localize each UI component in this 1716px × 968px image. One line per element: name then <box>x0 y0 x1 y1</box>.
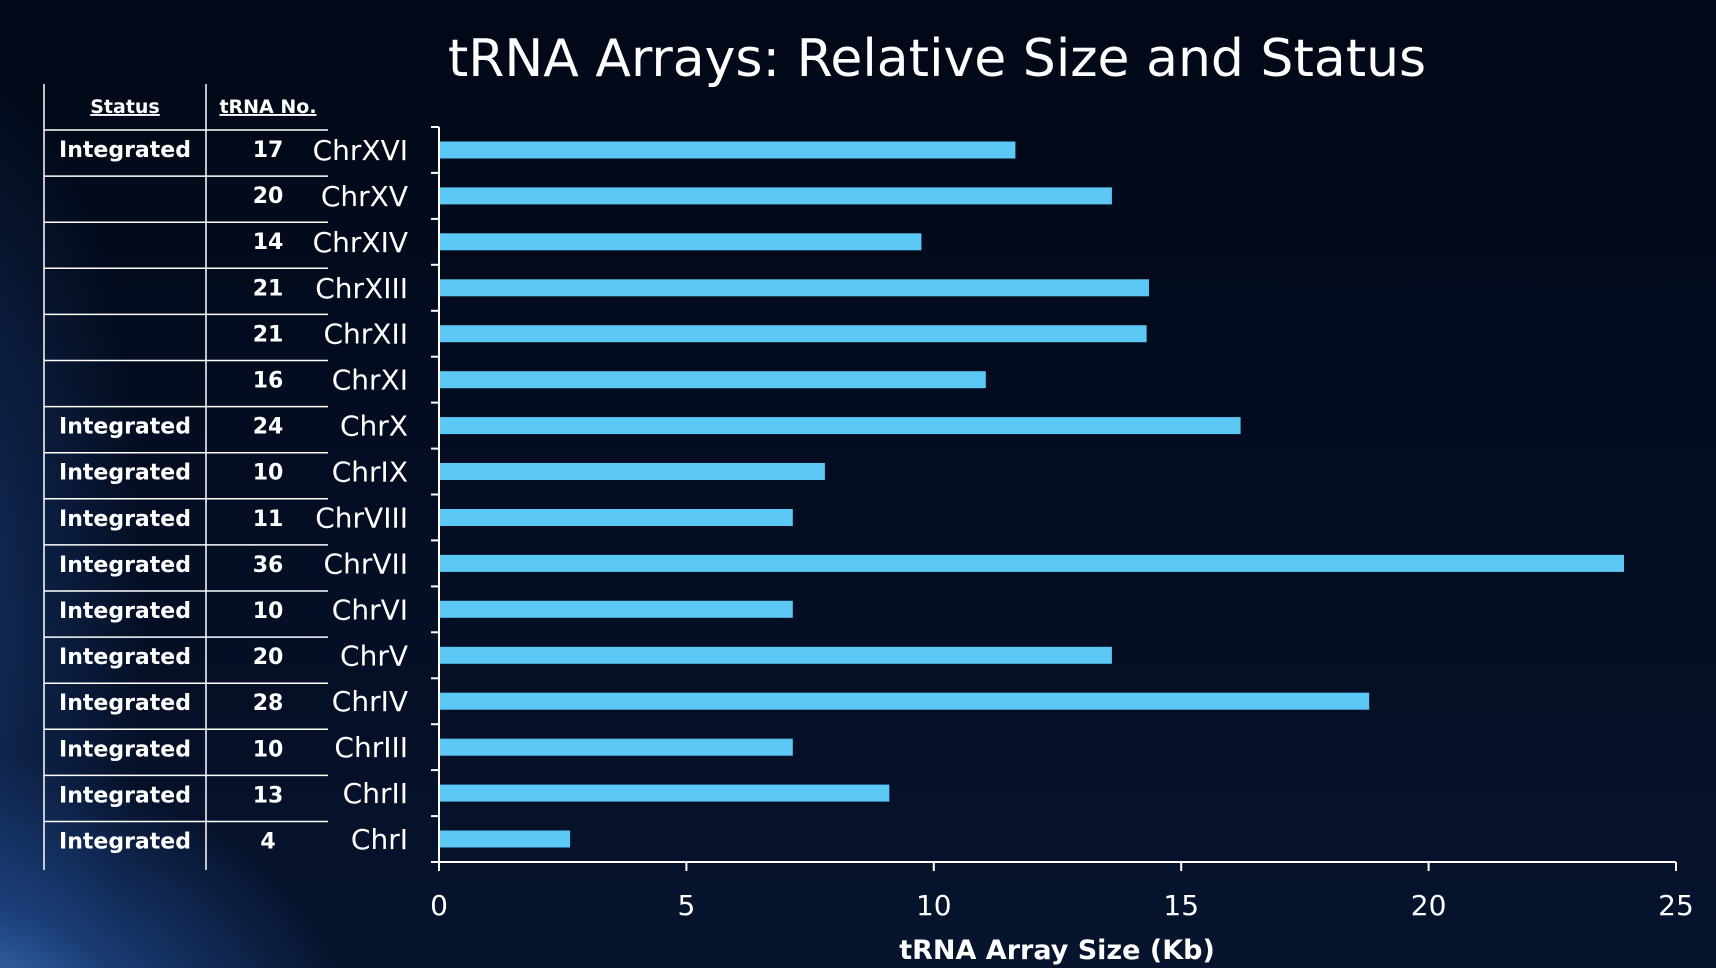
bar-chrx <box>439 417 1241 435</box>
axes: ChrXVI ChrXV ChrXIV ChrXIII ChrXII ChrXI ChrX C… <box>313 126 1694 922</box>
y-tick-label: ChrXVI <box>313 134 408 167</box>
y-tick-label: ChrIII <box>334 731 408 764</box>
x-tick-label: 5 <box>677 889 695 922</box>
x-tick-label: 15 <box>1163 889 1199 922</box>
trna-no-cell: 20 <box>253 184 284 209</box>
bar-chrv <box>439 646 1112 664</box>
bar-chrix <box>439 463 825 480</box>
x-tick-label: 20 <box>1411 889 1447 922</box>
y-tick-label: ChrVI <box>332 593 408 626</box>
status-cell: Integrated <box>59 737 191 762</box>
status-cell: Integrated <box>59 783 191 808</box>
bar-chrxi <box>439 371 986 389</box>
y-tick-label: ChrIV <box>332 685 408 718</box>
status-cell: Integrated <box>59 461 191 486</box>
bar-chrxiii <box>439 279 1149 297</box>
trna-no-cell: 36 <box>253 553 284 578</box>
trna-no-cell: 10 <box>253 461 284 486</box>
y-tick-label: ChrXII <box>323 318 408 351</box>
bar-chri <box>439 830 571 848</box>
trna-no-cell: 21 <box>253 276 284 301</box>
x-tick-label: 0 <box>430 889 448 922</box>
table-header-status: Status <box>90 96 160 118</box>
trna-no-cell: 21 <box>253 322 284 347</box>
y-tick-label: ChrXI <box>332 364 408 397</box>
bar-chriii <box>439 738 793 756</box>
y-tick-label: ChrV <box>340 639 408 672</box>
x-tick-label: 25 <box>1658 889 1694 922</box>
bar-chrxvi <box>439 141 1016 159</box>
status-cell: Integrated <box>59 830 191 855</box>
y-tick-label: ChrXIII <box>315 272 408 305</box>
trna-no-cell: 11 <box>253 507 284 532</box>
bar-chrxv <box>439 187 1112 205</box>
trna-no-cell: 20 <box>253 645 284 670</box>
x-tick-label: 10 <box>916 889 952 922</box>
x-axis-label: tRNA Array Size (Kb) <box>899 935 1215 966</box>
status-cell: Integrated <box>59 415 191 440</box>
y-tick-label: ChrXIV <box>313 226 408 259</box>
status-table-grid <box>43 84 328 870</box>
bar-chrxii <box>439 325 1147 343</box>
status-cell: Integrated <box>59 645 191 670</box>
y-tick-label: ChrIX <box>332 456 408 489</box>
y-tick-label: ChrI <box>351 823 408 856</box>
trna-no-cell: 17 <box>253 138 284 163</box>
bars <box>439 141 1624 848</box>
y-tick-label: ChrVII <box>324 547 408 580</box>
bar-chrxiv <box>439 233 922 251</box>
status-cell: Integrated <box>59 507 191 532</box>
chart-title: tRNA Arrays: Relative Size and Status <box>448 29 1426 89</box>
trna-no-cell: 4 <box>260 830 275 855</box>
status-cell: Integrated <box>59 599 191 624</box>
bar-chrii <box>439 784 890 802</box>
bar-chrviii <box>439 509 793 526</box>
trna-no-cell: 10 <box>253 737 284 762</box>
trna-no-cell: 24 <box>253 415 284 440</box>
trna-no-cell: 14 <box>253 230 284 255</box>
status-cell: Integrated <box>59 138 191 163</box>
table-rows: Integrated 17 20 14 21 21 16 Integrated 24 Integr… <box>59 138 283 855</box>
y-tick-label: ChrXV <box>321 180 408 213</box>
trna-no-cell: 28 <box>253 691 284 716</box>
trna-no-cell: 13 <box>253 783 284 808</box>
status-cell: Integrated <box>59 691 191 716</box>
trna-no-cell: 10 <box>253 599 284 624</box>
bar-chrvii <box>439 554 1624 572</box>
status-cell: Integrated <box>59 553 191 578</box>
y-tick-label: ChrX <box>340 410 408 443</box>
trna-no-cell: 16 <box>253 369 284 394</box>
bar-chriv <box>439 692 1370 710</box>
bar-chrvi <box>439 600 793 618</box>
table-header-trna-no: tRNA No. <box>219 96 316 118</box>
y-tick-label: ChrII <box>343 777 408 810</box>
y-tick-label: ChrVIII <box>315 502 408 535</box>
